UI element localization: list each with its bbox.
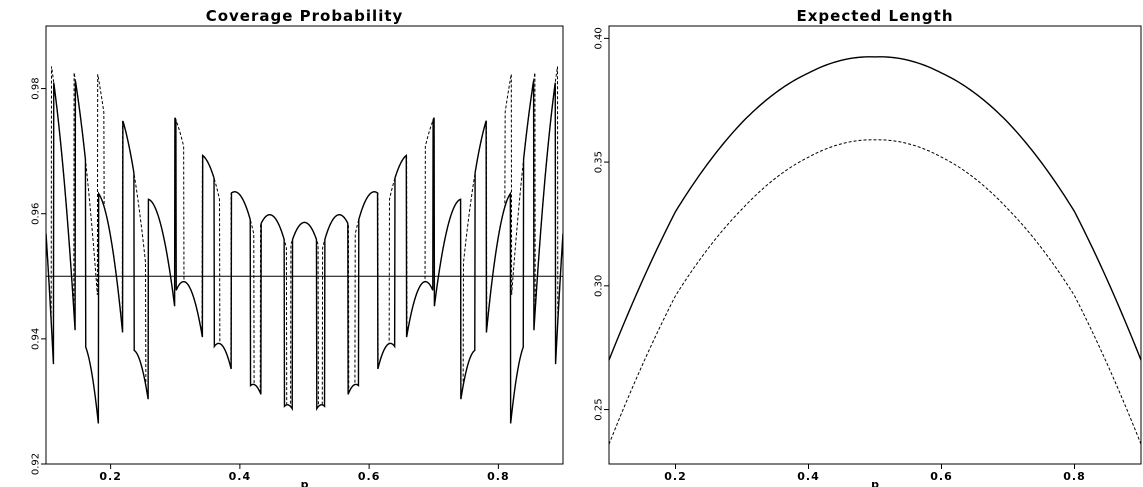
chart-title: Coverage Probability (206, 7, 404, 25)
plot-frame (608, 25, 1142, 465)
length-solid-line (608, 56, 1142, 361)
y-tick-label: 0.25 (594, 398, 605, 420)
x-tick-label: 0.8 (487, 470, 510, 483)
expected-length-chart: Expected Length 0.2 0.4 0.6 0.8 0.25 0.30 0.35 0… (572, 0, 1143, 487)
y-tick-label: 0.94 (31, 328, 42, 350)
y-tick-label: 0.92 (31, 453, 42, 475)
y-tick-label: 0.30 (594, 275, 605, 297)
coverage-dashed-line (46, 66, 563, 408)
plot-frame (45, 25, 564, 465)
x-tick-label: 0.4 (229, 470, 252, 483)
coverage-probability-svg: Coverage Probability 0.2 0.4 0.6 0.8 0.92 0.94… (31, 7, 564, 487)
x-axis-label: p (871, 478, 879, 487)
y-tick-label: 0.98 (31, 77, 42, 99)
chart-title: Expected Length (796, 7, 953, 25)
coverage-solid-line (46, 80, 563, 424)
y-tick-label: 0.40 (594, 27, 605, 49)
coverage-probability-chart: Coverage Probability 0.2 0.4 0.6 0.8 0.92 0.94… (0, 0, 571, 487)
x-tick-label: 0.2 (99, 470, 122, 483)
y-tick-label: 0.35 (594, 151, 605, 173)
x-tick-label: 0.6 (358, 470, 381, 483)
expected-length-svg: Expected Length 0.2 0.4 0.6 0.8 0.25 0.30 0.35 0… (594, 7, 1142, 487)
y-tick-label: 0.96 (31, 203, 42, 225)
x-tick-label: 0.2 (664, 470, 687, 483)
x-tick-label: 0.4 (797, 470, 820, 483)
x-tick-label: 0.8 (1063, 470, 1086, 483)
x-tick-label: 0.6 (930, 470, 953, 483)
x-axis-label: p (301, 478, 309, 487)
length-dashed-line (608, 139, 1142, 445)
